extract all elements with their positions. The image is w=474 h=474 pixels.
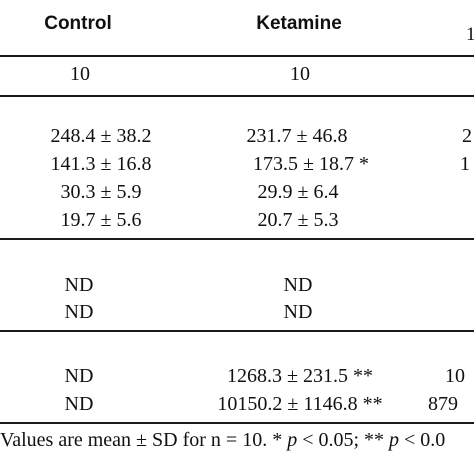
- table-rule-n: [0, 95, 474, 97]
- cell-control-g3-r2: ND: [64, 393, 94, 415]
- cell-control-g2-r1: ND: [64, 274, 94, 296]
- footnote-prefix: Values are mean ± SD for n = 10. *: [0, 429, 288, 451]
- cell-ketamine-g2-r1: ND: [283, 274, 313, 296]
- table-rule-bottom: [0, 422, 474, 424]
- table-rule-group1: [0, 238, 474, 240]
- cell-ketamine-g1-r2: 173.5 ± 18.7 *: [253, 153, 369, 175]
- cell-third-g3-r1: 10: [445, 365, 465, 387]
- cell-ketamine-g1-r3: 29.9 ± 6.4: [257, 181, 339, 203]
- footnote-suffix: < 0.0: [399, 429, 446, 451]
- cell-ketamine-n: 10: [290, 63, 310, 85]
- column-header-third-fragment: 1: [466, 24, 474, 45]
- footnote-mid: < 0.05; **: [297, 429, 390, 451]
- table-rule-header: [0, 55, 474, 57]
- cell-control-g1-r4: 19.7 ± 5.6: [60, 209, 142, 231]
- cell-control-g1-r2: 141.3 ± 16.8: [50, 153, 152, 175]
- cell-control-g1-r1: 248.4 ± 38.2: [50, 125, 152, 147]
- cell-control-g3-r1: ND: [64, 365, 94, 387]
- column-header-ketamine: Ketamine: [256, 13, 342, 34]
- footnote-p-symbol-2: p: [389, 429, 400, 451]
- table-rule-group2: [0, 330, 474, 332]
- table-footnote: Values are mean ± SD for n = 10. * p < 0…: [0, 428, 445, 452]
- cell-ketamine-g2-r2: ND: [283, 301, 313, 323]
- cell-control-n: 10: [70, 63, 90, 85]
- cell-third-g1-r2: 1: [460, 153, 470, 175]
- cell-ketamine-g3-r1: 1268.3 ± 231.5 **: [227, 365, 373, 387]
- column-header-control: Control: [44, 13, 112, 34]
- cell-ketamine-g1-r4: 20.7 ± 5.3: [257, 209, 339, 231]
- cell-third-g3-r2: 879: [428, 393, 458, 415]
- cell-control-g2-r2: ND: [64, 301, 94, 323]
- cell-third-g1-r1: 2: [462, 125, 472, 147]
- cell-control-g1-r3: 30.3 ± 5.9: [60, 181, 142, 203]
- footnote-p-symbol-1: p: [287, 429, 298, 451]
- cell-ketamine-g3-r2: 10150.2 ± 1146.8 **: [217, 393, 383, 415]
- cell-ketamine-g1-r1: 231.7 ± 46.8: [246, 125, 348, 147]
